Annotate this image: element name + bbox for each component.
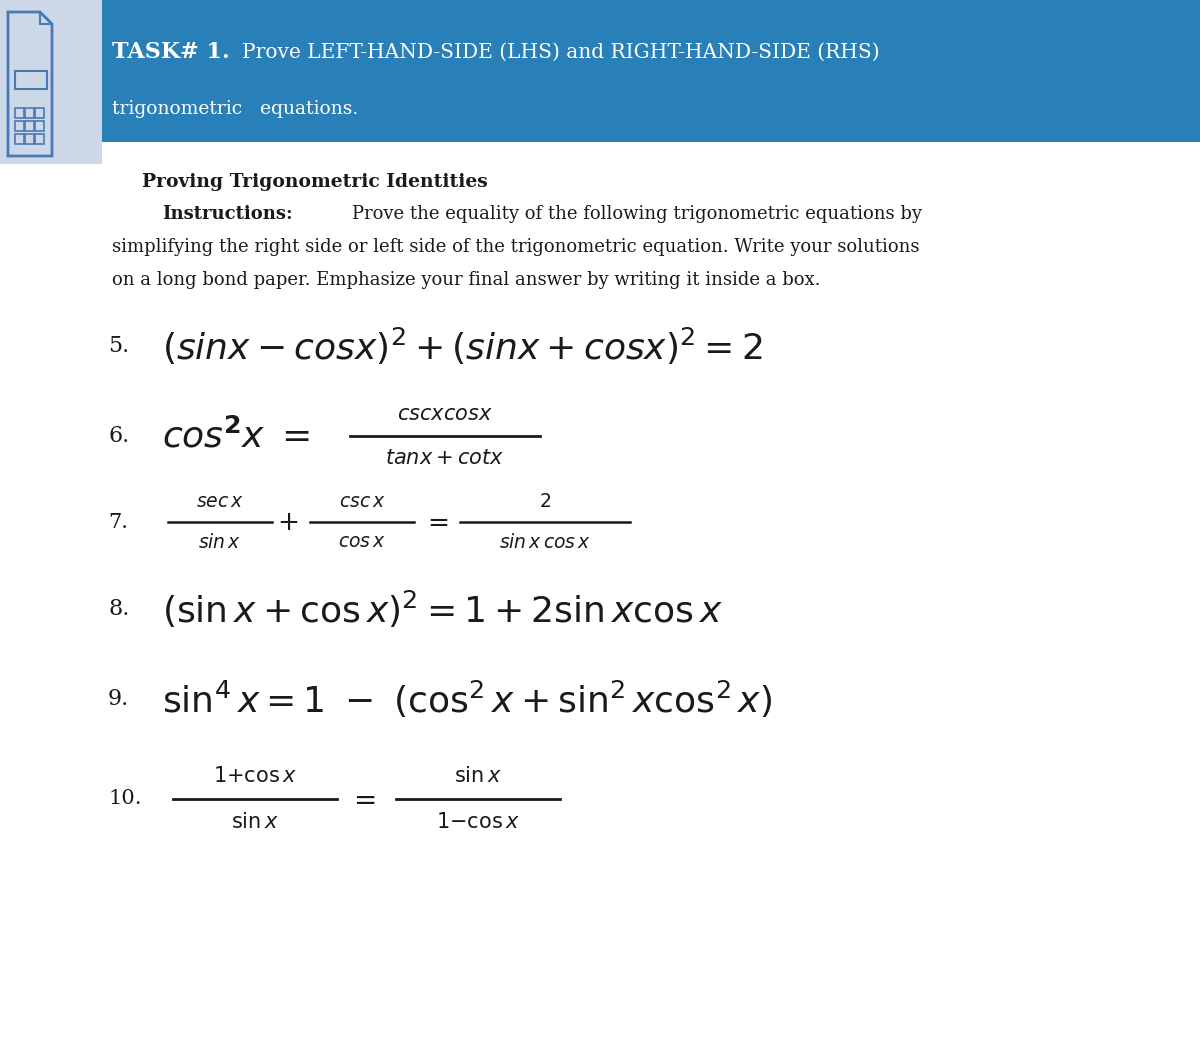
Text: $\mathit{cos\,x}$: $\mathit{cos\,x}$ bbox=[338, 533, 386, 551]
Text: TASK# 1.: TASK# 1. bbox=[112, 41, 229, 63]
Text: $\sin^4 x = 1\ -\ (\cos^2 x + \sin^2 x\cos^2 x)$: $\sin^4 x = 1\ -\ (\cos^2 x + \sin^2 x\c… bbox=[162, 679, 773, 719]
Text: $=$: $=$ bbox=[422, 510, 448, 534]
Text: $(\mathit{sinx}-\mathit{cosx})^2+(\mathit{sinx}+\mathit{cosx})^2=2$: $(\mathit{sinx}-\mathit{cosx})^2+(\mathi… bbox=[162, 326, 762, 367]
Text: $\sin x$: $\sin x$ bbox=[232, 812, 278, 832]
Text: simplifying the right side or left side of the trigonometric equation. Write you: simplifying the right side or left side … bbox=[112, 238, 919, 256]
Text: $1{-}\cos x$: $1{-}\cos x$ bbox=[436, 812, 520, 832]
Text: $\mathbf{\mathit{cos}}^{\mathbf{2}}\mathbf{\mathit{x}}\ =$: $\mathbf{\mathit{cos}}^{\mathbf{2}}\math… bbox=[162, 418, 311, 454]
Text: 6.: 6. bbox=[108, 425, 130, 447]
Text: $\sin x$: $\sin x$ bbox=[454, 766, 502, 786]
Text: $1{+}\cos x$: $1{+}\cos x$ bbox=[214, 766, 296, 786]
Text: $2$: $2$ bbox=[539, 493, 551, 511]
Text: $(\sin x + \cos x)^2 = 1 + 2\sin x\cos x$: $(\sin x + \cos x)^2 = 1 + 2\sin x\cos x… bbox=[162, 588, 722, 630]
Text: 7.: 7. bbox=[108, 513, 128, 532]
Text: $\mathit{sin\,x\,cos\,x}$: $\mathit{sin\,x\,cos\,x}$ bbox=[499, 532, 590, 551]
Text: $+$: $+$ bbox=[277, 510, 299, 534]
Text: $=$: $=$ bbox=[348, 785, 376, 813]
Text: Prove the equality of the following trigonometric equations by: Prove the equality of the following trig… bbox=[352, 205, 922, 223]
Text: $\mathit{tanx+cotx}$: $\mathit{tanx+cotx}$ bbox=[385, 449, 504, 467]
Text: trigonometric   equations.: trigonometric equations. bbox=[112, 100, 359, 118]
Text: Instructions:: Instructions: bbox=[162, 205, 293, 223]
Text: $\mathit{cscxcosx}$: $\mathit{cscxcosx}$ bbox=[397, 404, 493, 423]
Text: on a long bond paper. Emphasize your final answer by writing it inside a box.: on a long bond paper. Emphasize your fin… bbox=[112, 271, 821, 289]
Text: Proving Trigonometric Identities: Proving Trigonometric Identities bbox=[142, 173, 487, 192]
Text: 9.: 9. bbox=[108, 688, 130, 710]
Text: 8.: 8. bbox=[108, 598, 130, 620]
Text: 5.: 5. bbox=[108, 335, 130, 358]
Text: Prove LEFT-HAND-SIDE (LHS) and RIGHT-HAND-SIDE (RHS): Prove LEFT-HAND-SIDE (LHS) and RIGHT-HAN… bbox=[242, 43, 880, 62]
FancyBboxPatch shape bbox=[0, 0, 102, 164]
Text: $\mathit{csc\,x}$: $\mathit{csc\,x}$ bbox=[338, 493, 385, 511]
Text: 10.: 10. bbox=[108, 789, 142, 809]
Text: $\mathit{sin\,x}$: $\mathit{sin\,x}$ bbox=[198, 532, 241, 551]
FancyBboxPatch shape bbox=[100, 0, 1200, 142]
Text: $\mathit{sec\,x}$: $\mathit{sec\,x}$ bbox=[196, 493, 244, 511]
